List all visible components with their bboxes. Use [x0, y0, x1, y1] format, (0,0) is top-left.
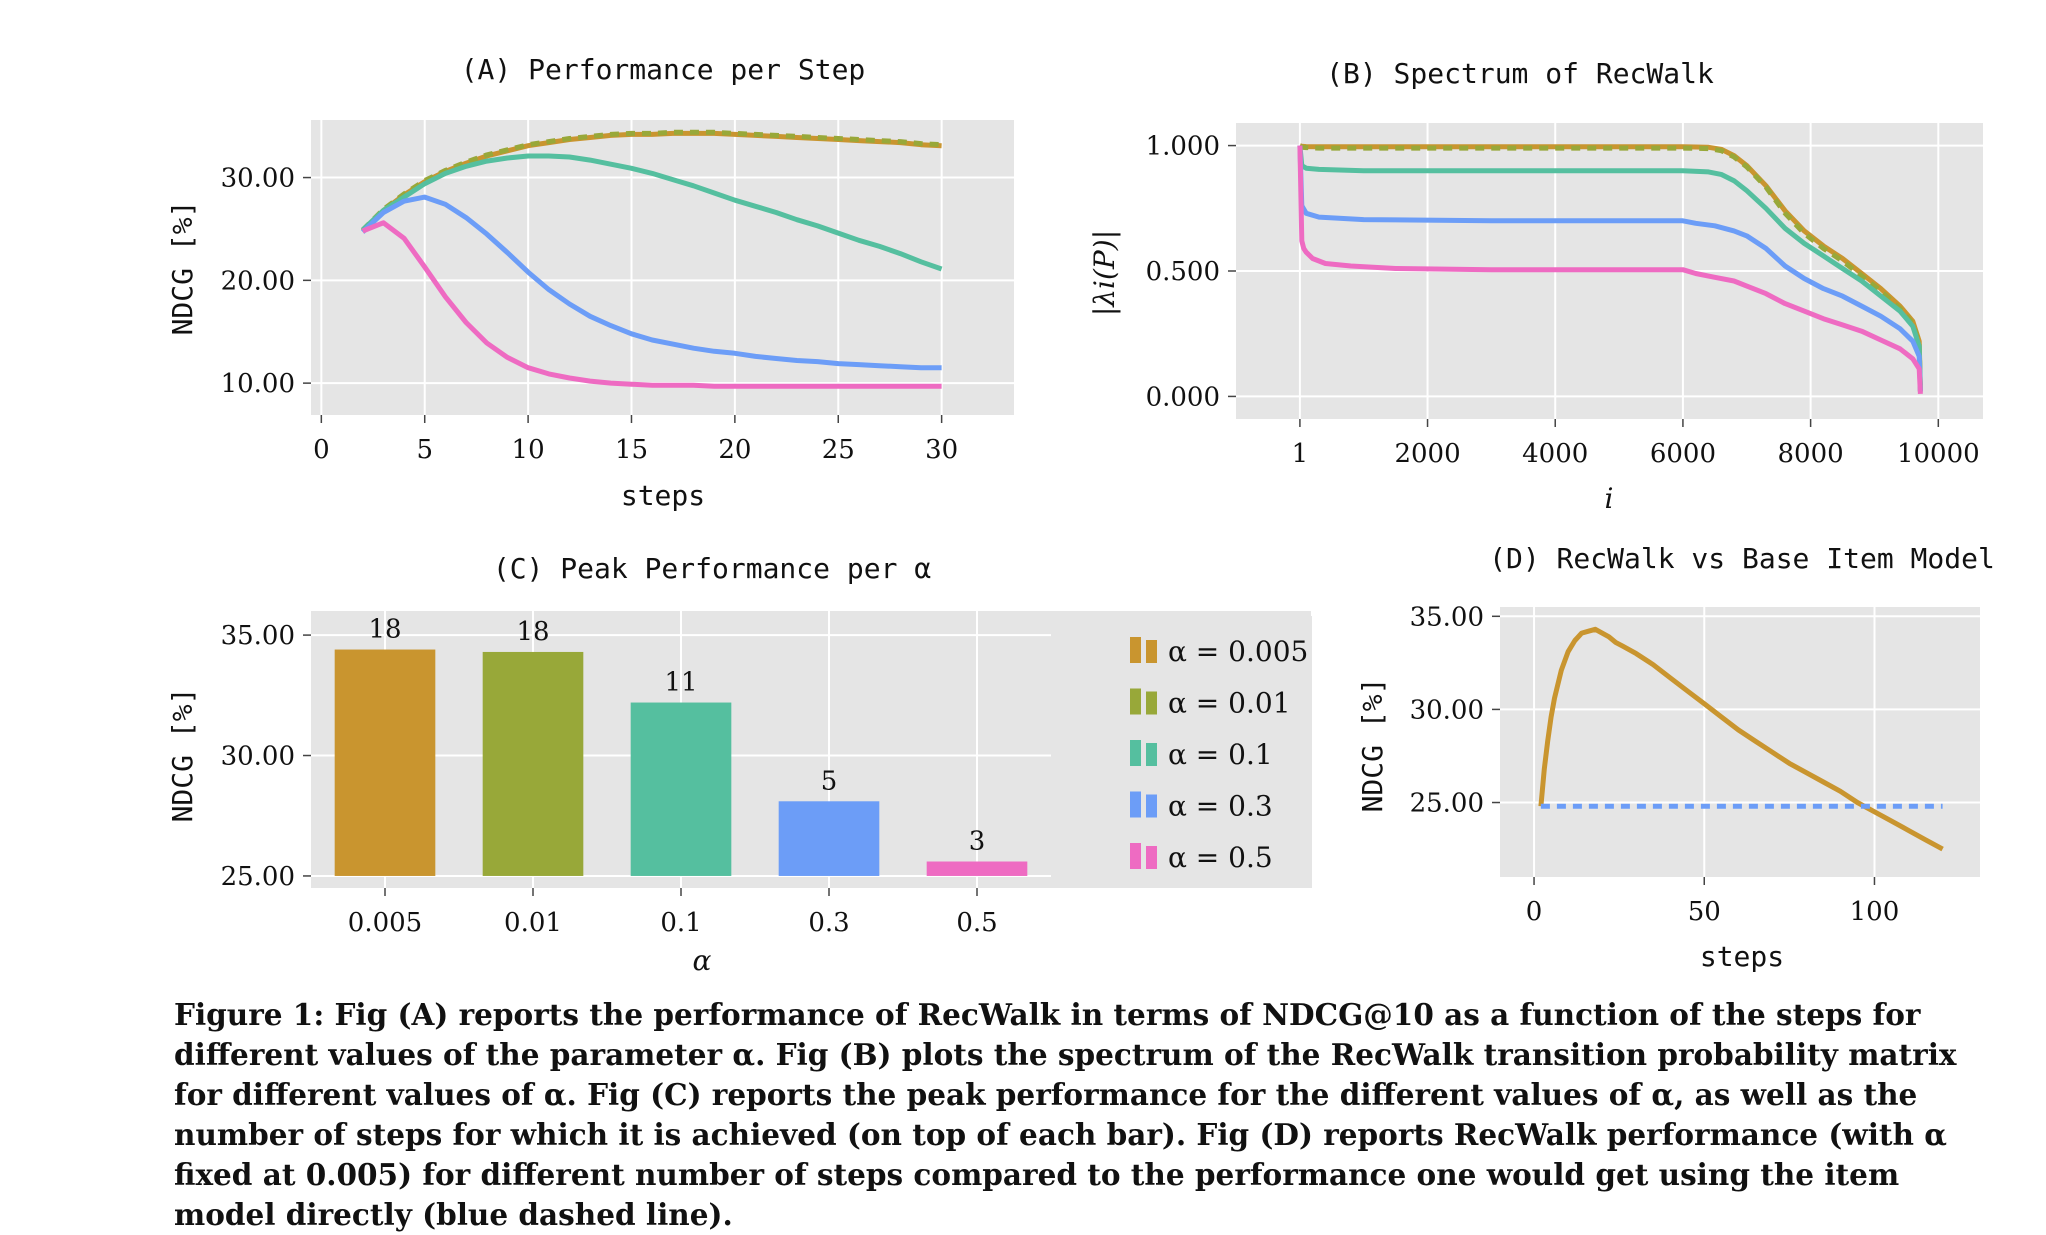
y-tick-label: 30.00	[221, 742, 295, 772]
panel-d: (D) RecWalk vs Base Item Model 0 50 100 25.…	[1356, 542, 1995, 973]
panel-b-ylabel: |λi(P)|	[1088, 230, 1121, 316]
panel-a-plot-area	[311, 120, 1014, 415]
legend-label: α = 0.3	[1168, 790, 1273, 823]
y-tick-label: 35.00	[221, 621, 295, 651]
panel-c-ylabel: NDCG [%]	[166, 688, 199, 823]
panel-d-ticks: 0 50 100 25.00 30.00 35.00	[1410, 602, 1900, 927]
x-tick-label: 1	[1292, 439, 1309, 469]
panel-c: (C) Peak Performance per α 25.00 30.00 35.…	[166, 552, 1312, 977]
bar-value-label: 18	[368, 615, 401, 645]
x-tick-label: 4000	[1522, 439, 1588, 469]
x-tick-label: 15	[615, 435, 648, 465]
legend-swatch	[1130, 688, 1141, 715]
series-line	[360, 129, 942, 232]
figure-caption: Figure 1: Fig (A) reports the performanc…	[174, 997, 1957, 1232]
legend-swatch	[1130, 637, 1141, 663]
panel-d-plot-area	[1500, 607, 1980, 877]
panel-a-xlabel: steps	[621, 479, 705, 512]
legend-label: α = 0.005	[1168, 635, 1308, 668]
legend-swatch	[1130, 791, 1141, 818]
bar-value-label: 5	[821, 766, 838, 796]
panel-a-ticks: 0 5 10 15 20 25 30 10.00 20.00 30.00	[221, 164, 959, 465]
bar	[334, 649, 436, 876]
x-tick-label: 0	[1526, 897, 1543, 927]
x-tick-label: 10000	[1897, 439, 1980, 469]
x-tick-label: 5	[416, 435, 433, 465]
series-line	[1297, 145, 1923, 392]
y-tick-label: 25.00	[1410, 789, 1484, 819]
legend-swatch	[1146, 846, 1157, 869]
series-line	[1297, 145, 1923, 395]
x-tick-label: 2000	[1394, 439, 1460, 469]
bar-value-label: 11	[664, 668, 697, 698]
x-tick-label: 0.1	[660, 908, 701, 938]
bar-value-label: 18	[516, 617, 549, 647]
panel-b-xlabel: i	[1605, 482, 1614, 515]
panel-a-series	[360, 129, 943, 389]
panel-a-title: (A) Performance per Step	[461, 53, 866, 86]
y-tick-label: 30.00	[1410, 695, 1484, 725]
x-tick-label: 20	[718, 435, 751, 465]
x-tick-label: 100	[1850, 897, 1900, 927]
panel-c-bars: 18 18 11 5 3	[334, 615, 1028, 876]
y-tick-label: 10.00	[221, 369, 295, 399]
legend-label: α = 0.1	[1168, 738, 1273, 771]
panel-d-series	[1538, 626, 1944, 852]
bar-value-label: 3	[969, 827, 986, 857]
panel-d-grid	[1500, 607, 1980, 877]
panel-b-title: (B) Spectrum of RecWalk	[1326, 57, 1714, 90]
legend-swatch	[1130, 740, 1141, 766]
bar	[926, 861, 1028, 876]
bar	[778, 801, 880, 876]
panel-b-series	[1297, 143, 1923, 395]
panel-d-xlabel: steps	[1700, 940, 1784, 973]
x-tick-label: 6000	[1650, 439, 1716, 469]
legend-swatch	[1146, 794, 1157, 818]
y-tick-label: 25.00	[221, 862, 295, 892]
x-tick-label: 30	[925, 435, 958, 465]
x-tick-label: 0	[313, 435, 330, 465]
series-line	[1297, 145, 1923, 392]
series-line	[1538, 626, 1944, 852]
y-tick-label: 0.500	[1146, 257, 1220, 287]
y-tick-label: 20.00	[221, 266, 295, 296]
bar	[482, 651, 584, 876]
bar	[630, 702, 732, 876]
series-line	[361, 220, 942, 389]
panel-d-title: (D) RecWalk vs Base Item Model	[1489, 542, 1995, 575]
y-tick-label: 30.00	[221, 164, 295, 194]
series-line	[1298, 143, 1923, 392]
legend-swatch	[1146, 640, 1157, 663]
panel-b: (B) Spectrum of RecWalk 1 2000 4000 6000 800…	[1088, 57, 1983, 515]
x-tick-label: 50	[1688, 897, 1721, 927]
panel-a: (A) Performance per Step 0 5 10 15 20 25 30 10.…	[166, 53, 1014, 512]
x-tick-label: 25	[822, 435, 855, 465]
legend-swatch	[1146, 743, 1157, 766]
legend-swatch	[1146, 691, 1157, 715]
panel-a-ylabel: NDCG [%]	[166, 201, 199, 336]
panel-c-legend-entries: α = 0.005 α = 0.01 α = 0.1 α = 0.3 α = 0.5	[1130, 635, 1308, 874]
x-tick-label: 8000	[1778, 439, 1844, 469]
y-tick-label: 0.000	[1146, 382, 1220, 412]
legend-label: α = 0.01	[1168, 687, 1291, 720]
y-tick-label: 1.000	[1146, 132, 1220, 162]
panel-c-xlabel: α	[693, 944, 712, 977]
series-line	[360, 153, 943, 272]
x-tick-label: 0.005	[348, 908, 422, 938]
x-tick-label: 0.01	[504, 908, 562, 938]
figure: (A) Performance per Step 0 5 10 15 20 25 3010.…	[166, 53, 1995, 977]
series-line	[360, 194, 942, 371]
panel-c-ticks: 25.00 30.00 35.00 0.005 0.01 0.1 0.3 0.5	[221, 621, 998, 938]
x-tick-label: 0.3	[808, 908, 849, 938]
x-tick-label: 0.5	[956, 908, 997, 938]
panel-b-ticks: 1 2000 4000 6000 8000 10000 0.000 0.500 1.000	[1146, 132, 1980, 469]
legend-swatch	[1130, 843, 1141, 869]
panel-c-title: (C) Peak Performance per α	[493, 552, 931, 585]
x-tick-label: 10	[512, 435, 545, 465]
y-tick-label: 35.00	[1410, 602, 1484, 632]
legend-label: α = 0.5	[1168, 841, 1273, 874]
panel-d-ylabel: NDCG [%]	[1356, 678, 1389, 813]
